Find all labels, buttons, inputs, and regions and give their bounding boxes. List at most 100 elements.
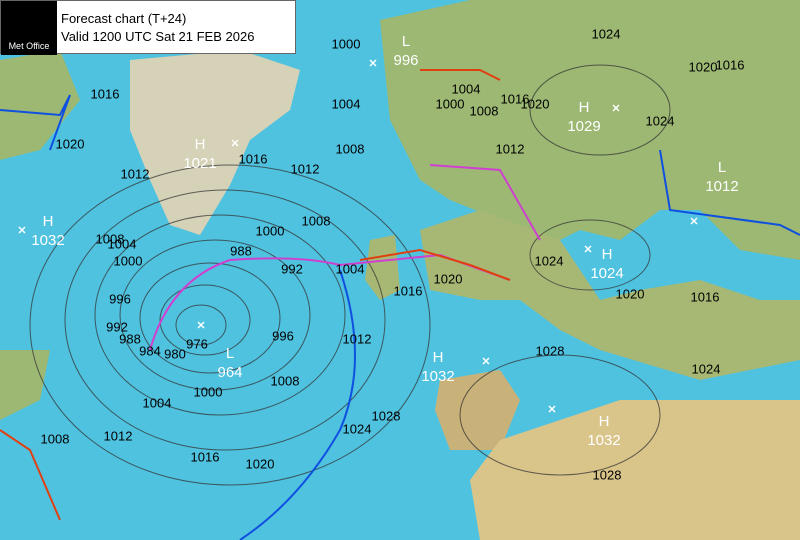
isobar-label: 988 (230, 243, 252, 258)
center-marker (18, 226, 26, 234)
isobar-label: 1004 (452, 81, 481, 96)
center-marker (482, 357, 490, 365)
isobar (94, 214, 346, 416)
isobar-label: 1012 (291, 161, 320, 176)
center-marker (548, 405, 556, 413)
isobar-label: 1008 (96, 231, 125, 246)
valid-time: Valid 1200 UTC Sat 21 FEB 2026 (61, 29, 255, 44)
center-marker (690, 217, 698, 225)
britain (365, 235, 400, 300)
header: Met Office Forecast chart (T+24) Valid 1… (0, 0, 296, 55)
isobar-label: 1016 (501, 91, 530, 106)
center-pressure: 1032 (421, 368, 454, 385)
canada (0, 50, 80, 160)
occluded-front (149, 253, 511, 351)
cold-front (239, 269, 356, 540)
isobar-label: 1016 (691, 289, 720, 304)
isobar-label: 1000 (256, 223, 285, 238)
center-marker (231, 139, 239, 147)
isobar-label: 1000 (332, 36, 361, 51)
center-pressure: 1024 (590, 265, 623, 282)
isobar-label: 1020 (689, 59, 718, 74)
isobar-label: 1028 (593, 467, 622, 482)
isobar-label: 1016 (716, 57, 745, 72)
isobar-label: 996 (109, 291, 131, 306)
center-pressure: 1012 (705, 178, 738, 195)
isobar-label: 988 (119, 331, 141, 346)
isobar (159, 284, 251, 356)
isobar-label: 1024 (646, 113, 675, 128)
isobar (529, 64, 671, 156)
isobar-label: 1016 (394, 283, 423, 298)
isobar (29, 164, 431, 486)
isobar-label: 1020 (616, 286, 645, 301)
occluded-front (429, 164, 541, 241)
center-type: H (602, 246, 613, 263)
center-type: H (599, 413, 610, 430)
isobar-label: 1016 (191, 449, 220, 464)
center-type: L (718, 159, 726, 176)
center-pressure: 1032 (31, 232, 64, 249)
center-pressure: 964 (217, 364, 242, 381)
center-type: H (43, 213, 54, 230)
isobar-label: 1016 (239, 151, 268, 166)
isobar-label: 1020 (246, 456, 275, 471)
isobar-label: 1008 (302, 213, 331, 228)
center-marker (197, 321, 205, 329)
isobar-label: 1012 (496, 141, 525, 156)
center-type: L (226, 345, 234, 362)
isobar (459, 354, 661, 476)
logo: Met Office (1, 1, 57, 55)
isobar-label: 1000 (194, 384, 223, 399)
isobar-label: 980 (164, 346, 186, 361)
isobar-label: 976 (186, 336, 208, 351)
warm-front (0, 429, 61, 521)
chart-title: Forecast chart (T+24) (61, 11, 187, 26)
center-pressure: 1032 (587, 432, 620, 449)
isobar-label: 992 (106, 319, 128, 334)
isobar-label: 1024 (343, 421, 372, 436)
isobar-label: 1004 (336, 261, 365, 276)
isobar-label: 1020 (521, 96, 550, 111)
isobar-label: 1028 (372, 408, 401, 423)
isobar-label: 1012 (121, 166, 150, 181)
center-marker (612, 104, 620, 112)
center-pressure: 996 (393, 52, 418, 69)
isobar-label: 1020 (56, 136, 85, 151)
isobar-label: 1004 (332, 96, 361, 111)
center-marker (369, 59, 377, 67)
cold-front (0, 94, 71, 151)
cold-front (659, 149, 800, 236)
isobar-label: 1008 (271, 373, 300, 388)
isobar-label: 1028 (536, 343, 565, 358)
isobar-label: 1004 (143, 395, 172, 410)
warm-front (420, 69, 501, 81)
center-type: H (579, 99, 590, 116)
isobar-label: 1024 (535, 253, 564, 268)
isobar-label: 1016 (91, 86, 120, 101)
isobar-label: 1008 (41, 431, 70, 446)
isobar-label: 992 (281, 261, 303, 276)
greenland (130, 50, 300, 235)
scandinavia-russia (380, 0, 800, 260)
isobar (64, 189, 386, 451)
isobar (175, 304, 227, 346)
isobar-label: 1024 (692, 361, 721, 376)
isobar-label: 1020 (434, 271, 463, 286)
africa (470, 400, 800, 540)
warm-front (359, 248, 511, 281)
isobar-label: 1008 (336, 141, 365, 156)
europe (420, 210, 800, 380)
isobar-label: 1004 (108, 236, 137, 251)
isobar-label: 1000 (436, 96, 465, 111)
isobar (139, 262, 281, 374)
isobar-label: 984 (139, 343, 161, 358)
isobar-label: 1024 (592, 26, 621, 41)
isobar-label: 1012 (104, 428, 133, 443)
center-pressure: 1029 (567, 118, 600, 135)
center-type: L (402, 33, 410, 50)
center-marker (584, 245, 592, 253)
isobar-label: 1008 (470, 103, 499, 118)
